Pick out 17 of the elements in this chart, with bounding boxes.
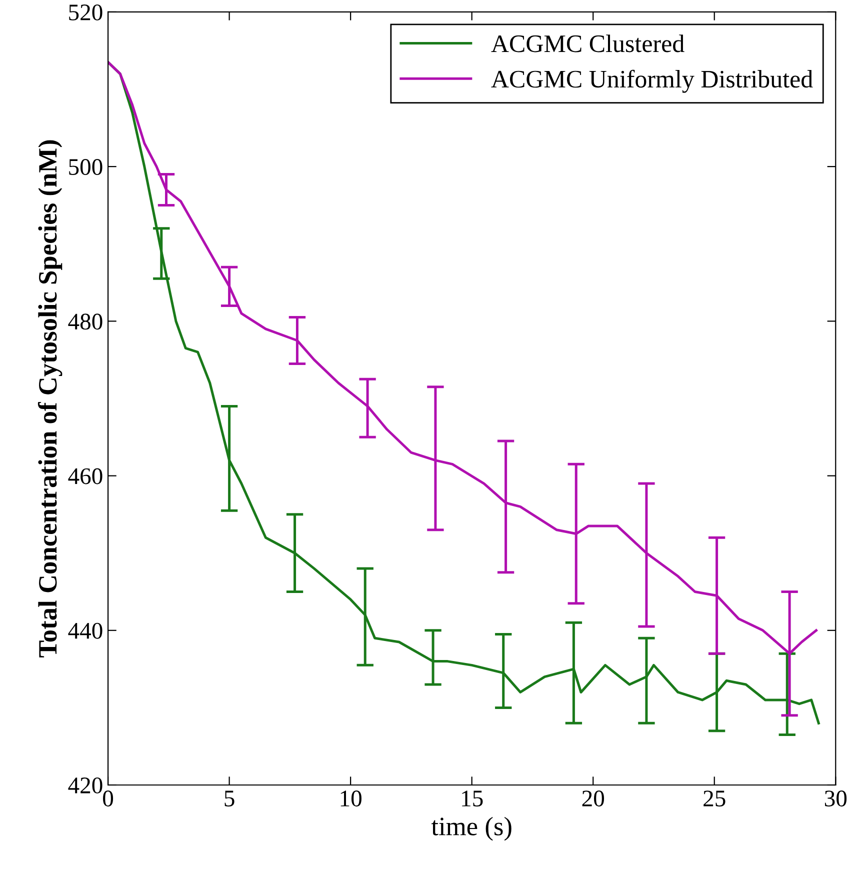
x-tick-label: 0 [103, 790, 114, 806]
y-tick-label: 480 [68, 314, 102, 330]
legend-label: ACGMC Uniformly Distributed [491, 70, 813, 93]
x-tick-label: 30 [824, 790, 847, 806]
y-tick-label: 460 [68, 468, 102, 484]
x-tick-label: 5 [224, 790, 234, 806]
y-tick-label: 500 [69, 159, 102, 175]
x-tick-label: 10 [340, 790, 362, 806]
legend-label: ACGMC Clustered [491, 34, 684, 52]
x-tick-label: 20 [582, 790, 604, 806]
x-tick-label: 15 [462, 790, 483, 806]
y-axis-title: Total Concentration of Cytosolic Species (nM) [38, 140, 62, 658]
x-tick-label: 25 [704, 790, 726, 806]
y-tick-label: 520 [69, 4, 102, 20]
y-tick-label: 420 [68, 777, 102, 794]
y-tick-label: 440 [68, 622, 102, 639]
x-axis-title: time (s) [431, 816, 512, 841]
